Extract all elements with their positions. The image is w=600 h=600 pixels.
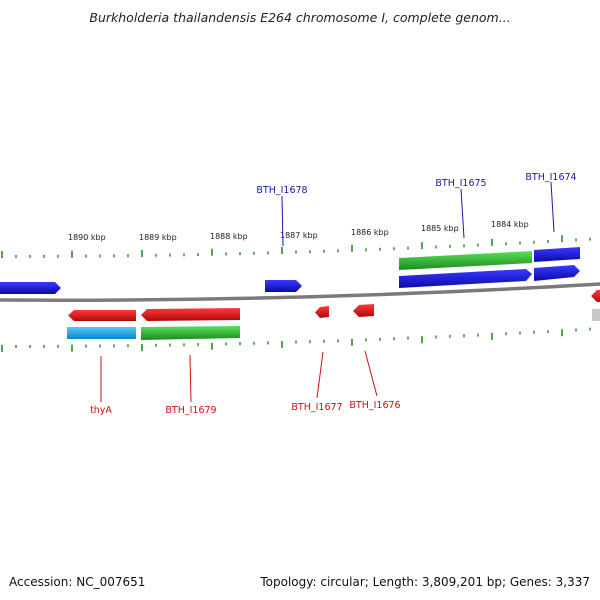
gene-label[interactable]: BTH_I1674 [525,172,576,183]
forward-gene-arrow[interactable] [399,269,532,288]
rna-feature-bar[interactable] [141,326,240,340]
gene-labels: BTH_I1678 BTH_I1675 BTH_I1674 thyA BTH_I… [90,172,577,416]
leader-line [550,181,555,233]
leader-line [316,351,324,399]
outer-tick-row [1,235,591,258]
pseudo-feature-bar[interactable] [592,309,600,321]
gene-label[interactable]: BTH_I1676 [349,400,400,411]
accession-text: Accession: NC_007651 [9,575,146,589]
forward-gene-arrow[interactable] [0,282,61,294]
gene-label[interactable]: BTH_I1675 [435,178,486,189]
ruler-labels: 1890 kbp 1889 kbp 1888 kbp 1887 kbp 1886… [68,220,529,242]
rna-feature-bar[interactable] [399,251,532,270]
inner-tick-row [1,327,591,352]
ruler-label: 1887 kbp [280,231,318,240]
chromosome-backbone [0,282,600,302]
forward-gene-arrow[interactable] [534,265,580,281]
reverse-strand-features [67,290,600,340]
page-title: Burkholderia thailandensis E264 chromoso… [89,10,511,25]
ruler-label: 1889 kbp [139,233,177,242]
gene-label[interactable]: BTH_I1677 [291,402,342,413]
reverse-gene-arrow[interactable] [591,290,600,302]
forward-gene-bar[interactable] [534,247,580,262]
leader-line [281,195,284,247]
reverse-gene-arrow[interactable] [68,310,136,321]
leader-line [460,188,465,239]
gene-label[interactable]: thyA [90,405,112,416]
ruler-label: 1886 kbp [351,228,389,237]
leader-line [189,354,192,403]
reverse-gene-arrow[interactable] [353,304,374,317]
forward-gene-arrow[interactable] [265,280,302,292]
ruler-label: 1885 kbp [421,224,459,233]
leader-line [364,350,378,397]
ruler-label: 1884 kbp [491,220,529,229]
label-leader-lines [100,181,555,403]
reverse-gene-arrow[interactable] [141,308,240,321]
gene-label[interactable]: BTH_I1678 [256,185,307,196]
gene-label[interactable]: BTH_I1679 [165,405,216,416]
forward-strand-features [0,247,580,294]
ruler-label: 1890 kbp [68,233,106,242]
reverse-gene-arrow[interactable] [315,306,329,318]
topology-summary: Topology: circular; Length: 3,809,201 bp… [260,575,590,589]
ruler-label: 1888 kbp [210,232,248,241]
cds-feature-bar[interactable] [67,327,136,339]
